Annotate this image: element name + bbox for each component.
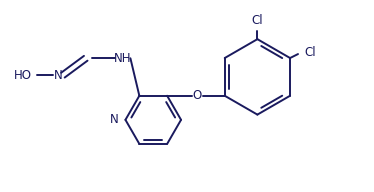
- Text: NH: NH: [114, 52, 131, 65]
- Text: N: N: [110, 113, 119, 126]
- Text: Cl: Cl: [252, 14, 263, 27]
- Text: N: N: [53, 69, 62, 82]
- Text: Cl: Cl: [304, 46, 316, 59]
- Text: O: O: [192, 89, 202, 102]
- Text: HO: HO: [14, 69, 32, 82]
